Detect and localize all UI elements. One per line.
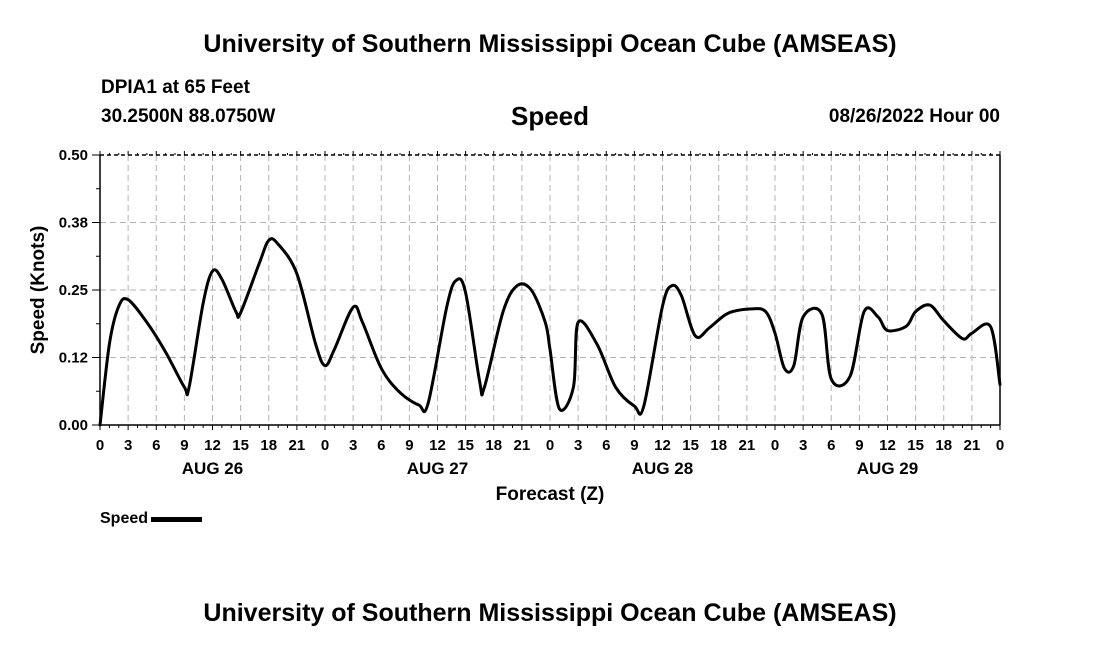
x-tick-label: 15 <box>682 437 699 454</box>
x-tick-label: 15 <box>907 437 924 454</box>
x-tick-label: 0 <box>771 437 779 454</box>
y-tick-label: 0.38 <box>59 215 88 232</box>
label-layer: 0 3 6 9 12 15 18 21 0 3 6 9 12 15 18 21 0 3 6 9 12 15 18 21 0 3 6 9… <box>28 147 1004 505</box>
x-tick-label: 18 <box>935 437 952 454</box>
legend-label: Speed <box>100 510 149 527</box>
x-tick-label: 21 <box>739 437 756 454</box>
x-tick-label: 15 <box>232 437 249 454</box>
x-tick-label: 3 <box>799 437 807 454</box>
x-tick-label: 6 <box>602 437 610 454</box>
x-tick-label: 12 <box>204 437 221 454</box>
x-tick-label: 0 <box>996 437 1004 454</box>
x-tick-label: 9 <box>405 437 413 454</box>
chart-main-title: University of Southern Mississippi Ocean… <box>203 30 897 58</box>
x-tick-label: 0 <box>321 437 329 454</box>
series-layer <box>98 237 1002 427</box>
x-tick-label: 6 <box>377 437 385 454</box>
x-day-label: AUG 26 <box>182 459 243 478</box>
x-tick-label: 15 <box>457 437 474 454</box>
x-tick-label: 0 <box>96 437 104 454</box>
chart-title: Speed <box>510 101 590 131</box>
x-tick-label: 3 <box>124 437 132 454</box>
x-day-label: AUG 28 <box>632 459 693 478</box>
x-day-label: AUG 27 <box>407 459 468 478</box>
x-tick-label: 3 <box>574 437 582 454</box>
coordinates-label: 30.2500N 88.0750W <box>101 106 276 127</box>
station-label: DPIA1 at 65 Feet <box>101 77 250 98</box>
x-tick-label: 21 <box>514 437 531 454</box>
x-tick-label: 21 <box>289 437 306 454</box>
x-tick-label: 18 <box>485 437 502 454</box>
x-day-label: AUG 29 <box>857 459 918 478</box>
x-tick-label: 3 <box>349 437 357 454</box>
x-tick-label: 21 <box>964 437 981 454</box>
x-tick-label: 18 <box>260 437 277 454</box>
x-tick-label: 9 <box>855 437 863 454</box>
legend: Speed <box>100 510 203 528</box>
grid-layer <box>100 155 1000 425</box>
x-axis-title: Forecast (Z) <box>496 484 605 505</box>
x-tick-label: 12 <box>654 437 671 454</box>
y-axis-title: Speed (Knots) <box>28 226 49 355</box>
x-tick-label: 18 <box>710 437 727 454</box>
speed-series-line <box>98 237 1002 427</box>
x-tick-label: 0 <box>546 437 554 454</box>
x-tick-label: 12 <box>429 437 446 454</box>
y-tick-label: 0.00 <box>59 417 88 434</box>
legend-line-swatch <box>151 516 203 522</box>
x-tick-label: 9 <box>630 437 638 454</box>
x-tick-label: 9 <box>180 437 188 454</box>
y-tick-label: 0.12 <box>59 350 88 367</box>
footer-title: University of Southern Mississippi Ocean… <box>203 599 897 627</box>
y-tick-label: 0.25 <box>59 282 88 299</box>
y-tick-label: 0.50 <box>59 147 88 164</box>
x-tick-label: 6 <box>152 437 160 454</box>
x-tick-label: 6 <box>827 437 835 454</box>
speed-chart: 0 3 6 9 12 15 18 21 0 3 6 9 12 15 18 21 0 3 6 9 12 15 18 21 0 3 6 9… <box>28 147 1004 505</box>
forecast-date-label: 08/26/2022 Hour 00 <box>828 106 1000 127</box>
x-tick-label: 12 <box>879 437 896 454</box>
axis-layer <box>92 151 1001 430</box>
